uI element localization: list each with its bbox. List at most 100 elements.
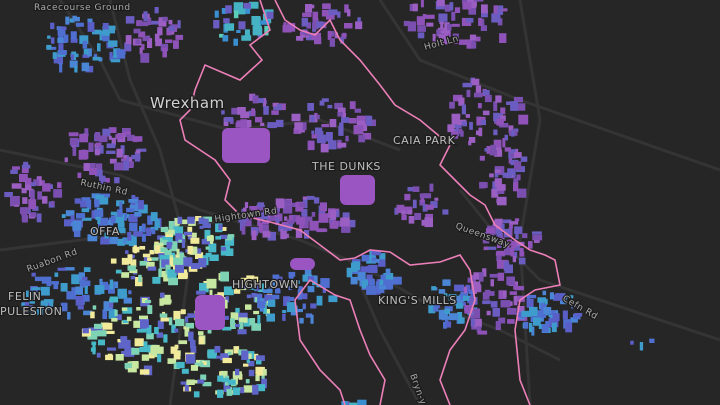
- building: [328, 295, 338, 303]
- building: [205, 246, 210, 250]
- building: [306, 33, 315, 41]
- building: [264, 25, 269, 36]
- place-label: PULESTON: [0, 305, 62, 318]
- building: [75, 296, 84, 306]
- building: [139, 347, 149, 353]
- building: [260, 122, 265, 126]
- building: [270, 281, 277, 288]
- building: [495, 229, 503, 237]
- building: [541, 324, 549, 333]
- building: [499, 33, 507, 43]
- building: [81, 217, 92, 221]
- building: [246, 358, 250, 363]
- building: [104, 177, 110, 183]
- building: [128, 161, 134, 168]
- building: [165, 232, 174, 237]
- building: [243, 385, 254, 393]
- building: [222, 35, 229, 42]
- building: [59, 62, 63, 73]
- building: [255, 283, 260, 292]
- building: [102, 322, 113, 330]
- building: [230, 312, 239, 320]
- building: [425, 14, 435, 19]
- building: [273, 106, 278, 110]
- building: [312, 11, 319, 21]
- building: [131, 347, 140, 355]
- building: [516, 188, 527, 198]
- building: [514, 285, 524, 291]
- building: [89, 168, 98, 175]
- building: [110, 215, 116, 224]
- building: [168, 19, 173, 25]
- building: [121, 307, 128, 311]
- building: [297, 286, 303, 295]
- building: [12, 196, 20, 205]
- building: [159, 242, 164, 247]
- building: [88, 142, 94, 152]
- building: [237, 329, 247, 335]
- building: [145, 35, 151, 39]
- building: [506, 276, 515, 286]
- building: [490, 301, 498, 308]
- building: [448, 313, 459, 321]
- building: [481, 234, 492, 240]
- building: [158, 268, 162, 277]
- building: [170, 346, 178, 354]
- building: [93, 326, 104, 334]
- building: [21, 167, 29, 174]
- building: [510, 101, 518, 111]
- building: [466, 39, 475, 49]
- building: [292, 202, 297, 207]
- place-label: OFFA: [90, 225, 120, 238]
- building: [173, 25, 177, 32]
- building: [100, 217, 109, 225]
- building: [62, 26, 67, 30]
- building: [316, 134, 326, 144]
- building: [217, 389, 224, 398]
- building: [371, 250, 382, 256]
- building: [208, 243, 217, 253]
- building: [80, 200, 87, 208]
- building: [98, 57, 103, 62]
- building: [426, 22, 434, 27]
- building: [102, 26, 110, 36]
- building: [259, 20, 270, 25]
- building: [179, 272, 188, 279]
- building: [231, 107, 240, 115]
- building: [307, 140, 315, 151]
- building: [282, 313, 286, 321]
- building: [160, 270, 168, 278]
- building: [209, 234, 214, 244]
- building: [151, 344, 160, 354]
- building: [256, 366, 263, 376]
- building: [307, 286, 315, 293]
- building: [31, 287, 41, 291]
- building: [428, 300, 438, 305]
- building: [444, 22, 450, 31]
- building: [481, 116, 486, 122]
- building: [123, 131, 131, 135]
- building: [379, 285, 386, 290]
- building: [252, 384, 259, 395]
- building: [58, 50, 67, 55]
- building: [198, 258, 207, 268]
- building: [402, 206, 413, 215]
- building: [133, 231, 143, 237]
- building: [237, 8, 246, 15]
- building: [312, 20, 319, 30]
- building: [117, 288, 127, 297]
- building: [87, 48, 92, 57]
- building: [53, 189, 63, 198]
- building: [99, 278, 103, 286]
- building: [457, 317, 465, 324]
- building: [262, 231, 271, 238]
- building: [134, 338, 144, 347]
- building: [105, 330, 115, 334]
- building: [297, 308, 303, 313]
- building: [129, 269, 138, 274]
- building: [468, 9, 477, 15]
- building: [195, 359, 204, 366]
- building: [237, 312, 248, 321]
- building: [124, 347, 135, 357]
- building: [76, 22, 84, 27]
